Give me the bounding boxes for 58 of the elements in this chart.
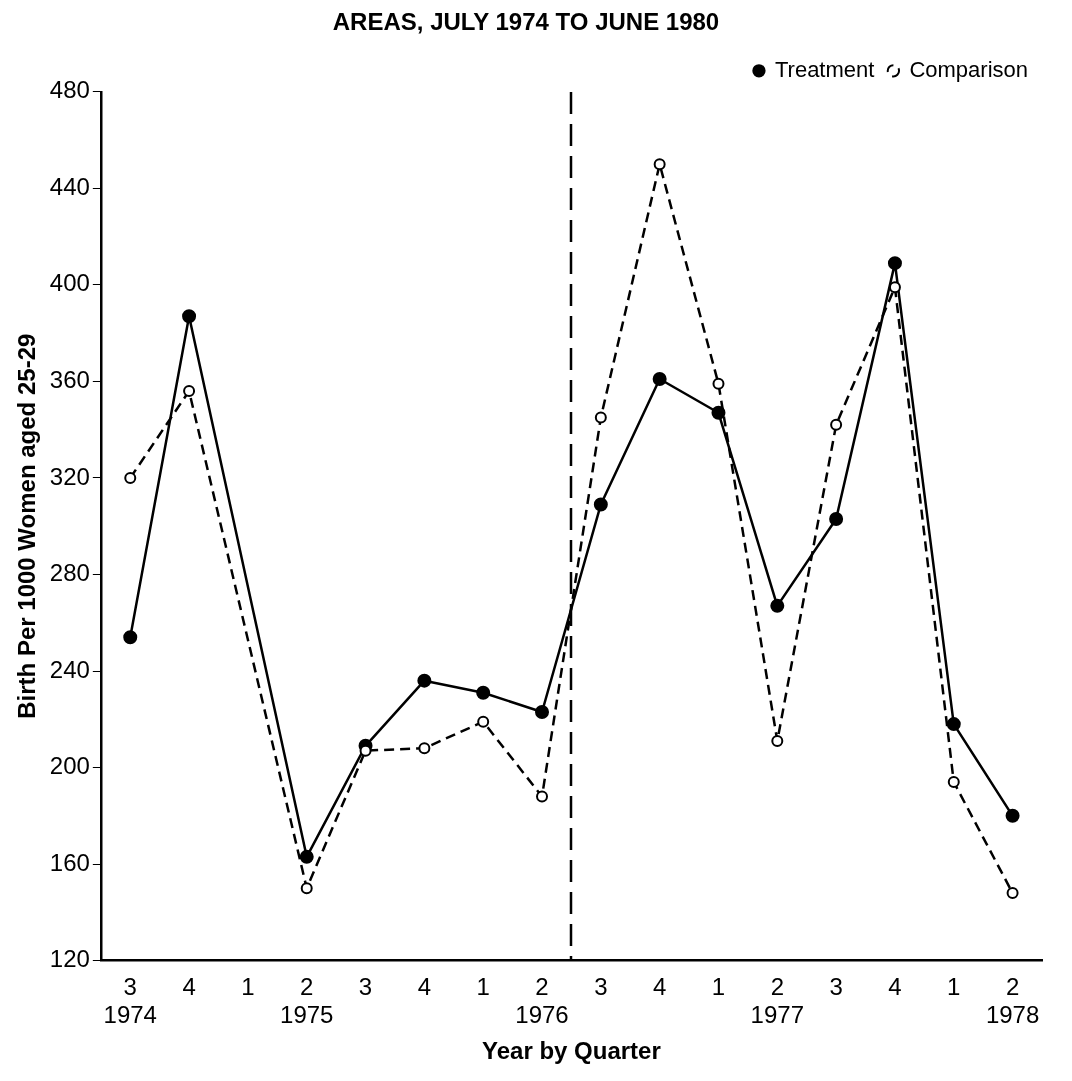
x-tick-label: 2 1975 xyxy=(280,972,334,1029)
point xyxy=(593,497,608,512)
point xyxy=(771,734,784,747)
y-axis-title: Birth Per 1000 Women aged 25-29 xyxy=(13,333,41,719)
legend-label: Treatment xyxy=(774,56,875,82)
y-tick-label: 240 xyxy=(49,655,90,683)
point xyxy=(711,405,726,420)
x-axis-title: Year by Quarter xyxy=(482,1037,661,1065)
x-tick-label: 3 xyxy=(358,972,373,1000)
point xyxy=(1006,887,1019,900)
x-tick-label: 1 xyxy=(476,972,490,1000)
y-tick-label: 120 xyxy=(49,945,90,973)
point xyxy=(946,717,961,732)
x-tick-label: 4 xyxy=(652,972,667,1000)
x-tick-label: 3 1974 xyxy=(103,972,157,1029)
x-tick-label: 4 xyxy=(417,972,432,1000)
point xyxy=(594,411,607,424)
point xyxy=(829,511,844,526)
point xyxy=(299,849,314,864)
point xyxy=(712,377,725,390)
x-tick-label: 2 1977 xyxy=(750,972,804,1029)
y-tick-label: 280 xyxy=(49,559,90,587)
point xyxy=(476,685,491,700)
x-tick-label: 3 xyxy=(829,972,843,1000)
point xyxy=(123,630,138,645)
point xyxy=(770,598,785,613)
point xyxy=(1005,808,1020,823)
point xyxy=(182,309,197,324)
x-tick-label: 4 xyxy=(182,972,196,1000)
x-tick-label: 2 1976 xyxy=(515,972,569,1029)
y-tick-label: 440 xyxy=(49,172,90,200)
x-tick-label: 1 xyxy=(241,972,255,1000)
point xyxy=(124,471,137,484)
x-tick-label: 1 xyxy=(947,972,961,1000)
legend-label: Comparison xyxy=(909,56,1028,82)
point xyxy=(536,790,549,803)
point xyxy=(418,742,431,755)
point xyxy=(300,882,313,895)
y-tick-label: 200 xyxy=(49,752,90,780)
y-tick-label: 480 xyxy=(49,76,90,104)
x-tick-label: 4 xyxy=(888,972,902,1000)
point xyxy=(653,158,666,171)
point xyxy=(947,776,960,789)
y-tick-label: 160 xyxy=(49,848,90,876)
point xyxy=(830,418,843,431)
y-tick-label: 320 xyxy=(49,462,90,490)
point xyxy=(417,673,432,688)
point xyxy=(477,715,490,728)
x-tick-label: 2 1978 xyxy=(985,972,1040,1029)
x-tick-label: 3 xyxy=(594,972,608,1000)
point xyxy=(183,385,196,398)
x-tick-label: 1 xyxy=(711,972,726,1000)
y-tick-label: 360 xyxy=(49,366,90,394)
point xyxy=(887,256,902,271)
chart-title: AREAS, JULY 1974 TO JUNE 1980 xyxy=(332,8,720,36)
point xyxy=(652,371,667,386)
y-tick-label: 400 xyxy=(49,269,90,297)
point xyxy=(535,705,550,720)
